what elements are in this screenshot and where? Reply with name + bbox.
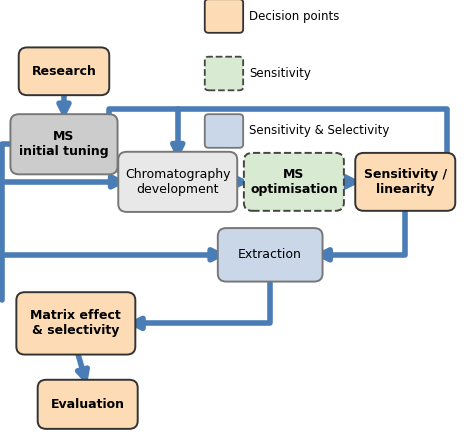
FancyBboxPatch shape — [205, 57, 243, 90]
Text: MS
optimisation: MS optimisation — [250, 168, 338, 196]
Text: Evaluation: Evaluation — [51, 398, 125, 411]
FancyBboxPatch shape — [205, 0, 243, 33]
FancyBboxPatch shape — [355, 153, 455, 211]
FancyBboxPatch shape — [38, 380, 137, 429]
Text: MS
initial tuning: MS initial tuning — [19, 130, 109, 158]
Text: Sensitivity & Selectivity: Sensitivity & Selectivity — [249, 125, 389, 138]
Text: Extraction: Extraction — [238, 248, 302, 261]
FancyBboxPatch shape — [218, 228, 322, 282]
Text: Research: Research — [32, 65, 96, 78]
Text: Sensitivity /
linearity: Sensitivity / linearity — [364, 168, 447, 196]
FancyBboxPatch shape — [19, 48, 109, 95]
Text: Chromatography
development: Chromatography development — [125, 168, 230, 196]
FancyBboxPatch shape — [10, 114, 118, 174]
FancyBboxPatch shape — [17, 292, 136, 355]
FancyBboxPatch shape — [244, 153, 344, 211]
Text: Matrix effect
& selectivity: Matrix effect & selectivity — [30, 309, 121, 337]
FancyBboxPatch shape — [118, 152, 237, 212]
Text: Sensitivity: Sensitivity — [249, 67, 311, 80]
Text: Decision points: Decision points — [249, 9, 339, 23]
FancyBboxPatch shape — [205, 114, 243, 148]
